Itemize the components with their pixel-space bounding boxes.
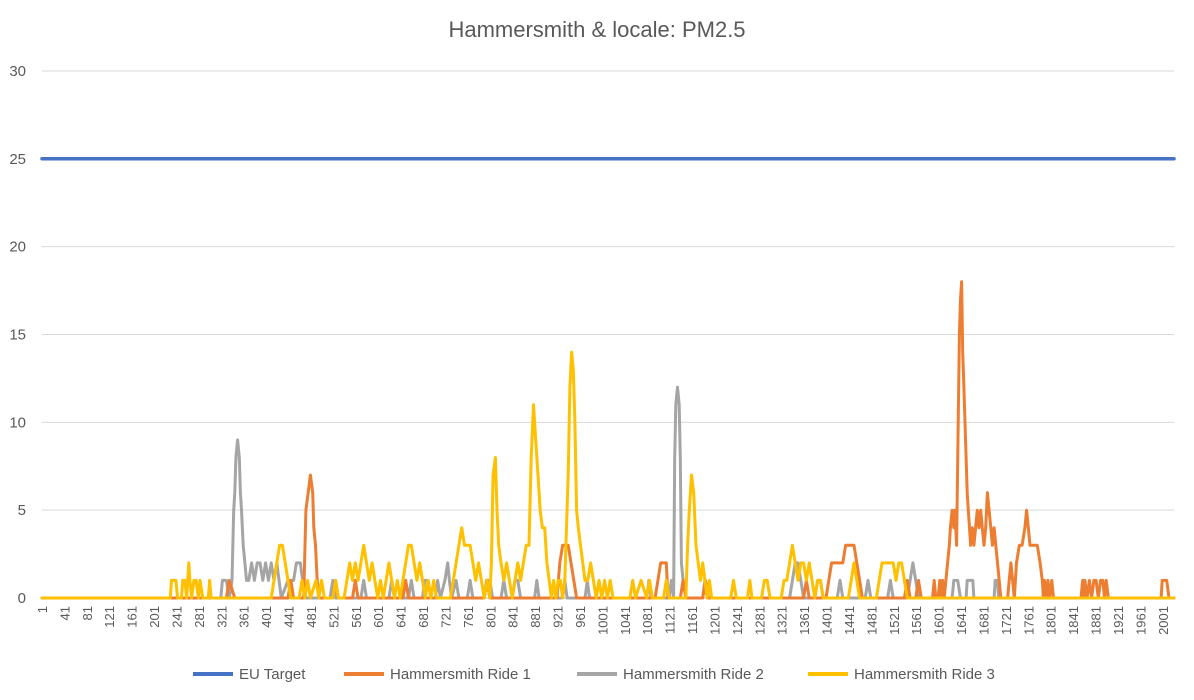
y-tick-label: 15 [9,327,26,344]
x-tick-label: 841 [506,606,521,628]
x-tick-label: 201 [147,606,162,628]
x-tick-label: 881 [528,606,543,628]
y-tick-label: 10 [9,414,26,431]
x-tick-label: 1361 [797,606,812,635]
x-tick-label: 1761 [1021,606,1036,635]
legend-label: Hammersmith Ride 2 [623,666,764,683]
y-tick-label: 30 [9,63,26,80]
x-tick-label: 321 [214,606,229,628]
x-tick-label: 161 [125,606,140,628]
x-tick-label: 1681 [976,606,991,635]
series-lines [40,157,1176,600]
x-tick-label: 1001 [595,606,610,635]
x-tick-label: 561 [349,606,364,628]
x-tick-label: 441 [282,606,297,628]
x-tick-label: 1161 [685,606,700,634]
x-tick-label: 681 [416,606,431,628]
x-tick-label: 1481 [864,606,879,635]
x-tick-label: 281 [192,606,207,628]
legend-label: Hammersmith Ride 1 [390,666,531,683]
y-tick-label: 25 [9,151,26,168]
gridlines [42,70,1174,599]
x-tick-label: 1121 [663,606,678,634]
x-tick-label: 1241 [730,606,745,635]
x-tick-label: 41 [57,606,72,620]
legend-label: EU Target [239,666,306,683]
y-tick-label: 5 [18,502,26,519]
series-line-1 [40,280,1176,600]
x-tick-label: 2001 [1156,606,1171,635]
series-line-2 [40,385,1176,600]
x-tick-label: 1601 [932,606,947,635]
y-tick-label: 0 [18,590,26,607]
x-tick-label: 801 [483,606,498,628]
legend-label: Hammersmith Ride 3 [854,666,995,683]
x-tick-label: 961 [573,606,588,628]
x-tick-label: 241 [169,606,184,628]
x-tick-label: 1081 [640,606,655,635]
x-tick-label: 1801 [1044,606,1059,635]
x-tick-label: 761 [461,606,476,628]
x-tick-label: 641 [394,606,409,628]
x-tick-label: 601 [371,606,386,628]
x-tick-label: 1721 [999,606,1014,635]
x-tick-label: 401 [259,606,274,628]
x-tick-label: 1561 [909,606,924,635]
x-tick-label: 1641 [954,606,969,635]
x-tick-label: 1441 [842,606,857,635]
x-tick-label: 81 [80,606,95,620]
chart-title: Hammersmith & locale: PM2.5 [448,17,745,42]
x-tick-label: 1841 [1066,606,1081,635]
x-tick-label: 1881 [1089,606,1104,635]
x-tick-label: 1921 [1111,606,1126,635]
y-tick-label: 20 [9,239,26,256]
x-tick-label: 1521 [887,606,902,635]
x-tick-label: 521 [326,606,341,628]
x-tick-label: 1041 [618,606,633,635]
x-tick-label: 1401 [820,606,835,635]
y-axis-tick-labels: 0 5 10 15 20 25 30 [9,63,26,607]
x-tick-label: 921 [551,606,566,628]
x-tick-label: 121 [102,606,117,628]
x-tick-label: 1961 [1133,606,1148,635]
x-tick-label: 481 [304,606,319,628]
x-axis-tick-labels: 1 41 81 121 161 201 241 281 321 361 401 441 481 521 56… [35,606,1171,635]
x-tick-label: 1281 [752,606,767,635]
x-tick-label: 1321 [775,606,790,635]
x-tick-label: 1 [35,606,50,613]
x-tick-label: 1201 [707,606,722,635]
legend: EU Target Hammersmith Ride 1 Hammersmith R… [193,666,995,683]
x-tick-label: 361 [237,606,252,628]
x-tick-label: 721 [438,606,453,628]
series-line-3 [40,350,1176,600]
